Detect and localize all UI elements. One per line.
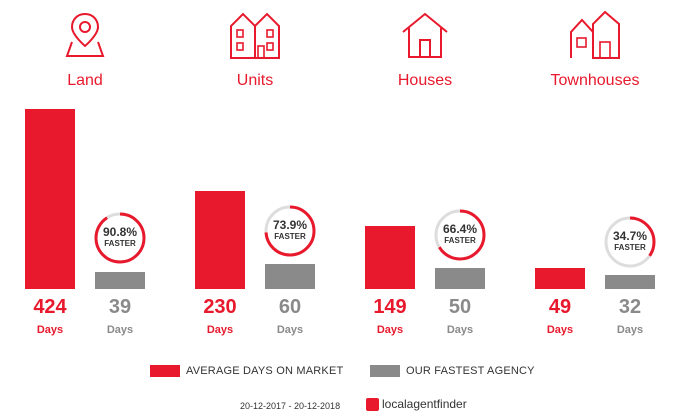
category-land: Land (10, 10, 160, 90)
faster-badge-townhouses: 34.7% FASTER (603, 215, 657, 269)
bar-houses-average (365, 226, 415, 289)
value-townhouses-fastest: 32 (618, 296, 642, 318)
bar-units-average (195, 191, 245, 289)
ring-progress-arc (434, 209, 486, 261)
legend-label-average: AVERAGE DAYS ON MARKET (186, 365, 344, 377)
unit-townhouses-fastest: Days (616, 324, 644, 336)
bar-units-fastest (265, 264, 315, 289)
category-label-townhouses: Townhouses (550, 72, 640, 89)
category-townhouses: Townhouses (520, 10, 670, 90)
legend-swatch-fastest (370, 365, 400, 377)
bar-townhouses-average (535, 268, 585, 289)
faster-badge-land: 90.8% FASTER (93, 211, 147, 265)
faster-ring-townhouses (604, 216, 656, 268)
unit-townhouses-average: Days (546, 324, 574, 336)
brand-logo-icon (366, 398, 379, 411)
faster-percent-houses: 66.4% (442, 222, 478, 236)
unit-houses-fastest: Days (446, 324, 474, 336)
brand-name: localagentfinder (382, 397, 467, 411)
value-units-fastest: 60 (278, 296, 302, 318)
faster-ring-houses (434, 209, 486, 261)
value-land-fastest: 39 (108, 296, 132, 318)
legend-swatch-average (150, 365, 180, 377)
category-label-land: Land (67, 72, 103, 89)
value-houses-fastest: 50 (448, 296, 472, 318)
category-label-units: Units (236, 72, 274, 89)
faster-percent-land: 90.8% (102, 225, 138, 239)
bar-houses-fastest (435, 268, 485, 289)
ring-progress-arc (264, 205, 316, 257)
faster-label-houses: FASTER (444, 236, 476, 245)
legend-label-fastest: OUR FASTEST AGENCY (406, 365, 535, 377)
date-range: 20-12-2017 - 20-12-2018 (240, 401, 341, 411)
unit-units-average: Days (206, 324, 234, 336)
bar-land-fastest (95, 272, 145, 289)
unit-houses-average: Days (376, 324, 404, 336)
bar-land-average (25, 109, 75, 289)
map-pin-icon (65, 12, 105, 57)
house-icon (402, 12, 448, 58)
unit-units-fastest: Days (276, 324, 304, 336)
faster-ring-land (94, 212, 146, 264)
faster-badge-units: 73.9% FASTER (263, 204, 317, 258)
faster-label-townhouses: FASTER (614, 243, 646, 252)
faster-percent-townhouses: 34.7% (612, 229, 648, 243)
faster-ring-units (264, 205, 316, 257)
value-houses-average: 149 (373, 296, 407, 318)
ring-progress-arc (604, 216, 656, 268)
value-units-average: 230 (203, 296, 237, 318)
unit-land-average: Days (36, 324, 64, 336)
category-houses: Houses (350, 10, 500, 90)
faster-badge-houses: 66.4% FASTER (433, 208, 487, 262)
value-townhouses-average: 49 (548, 296, 572, 318)
townhouses-icon (570, 10, 620, 59)
faster-label-units: FASTER (274, 232, 306, 241)
faster-label-land: FASTER (104, 239, 136, 248)
category-label-houses: Houses (397, 72, 453, 89)
value-land-average: 424 (33, 296, 67, 318)
ring-progress-arc (94, 212, 146, 264)
bar-townhouses-fastest (605, 275, 655, 289)
unit-land-fastest: Days (106, 324, 134, 336)
category-units: Units (180, 10, 330, 90)
units-icon (230, 12, 280, 59)
faster-percent-units: 73.9% (272, 218, 308, 232)
